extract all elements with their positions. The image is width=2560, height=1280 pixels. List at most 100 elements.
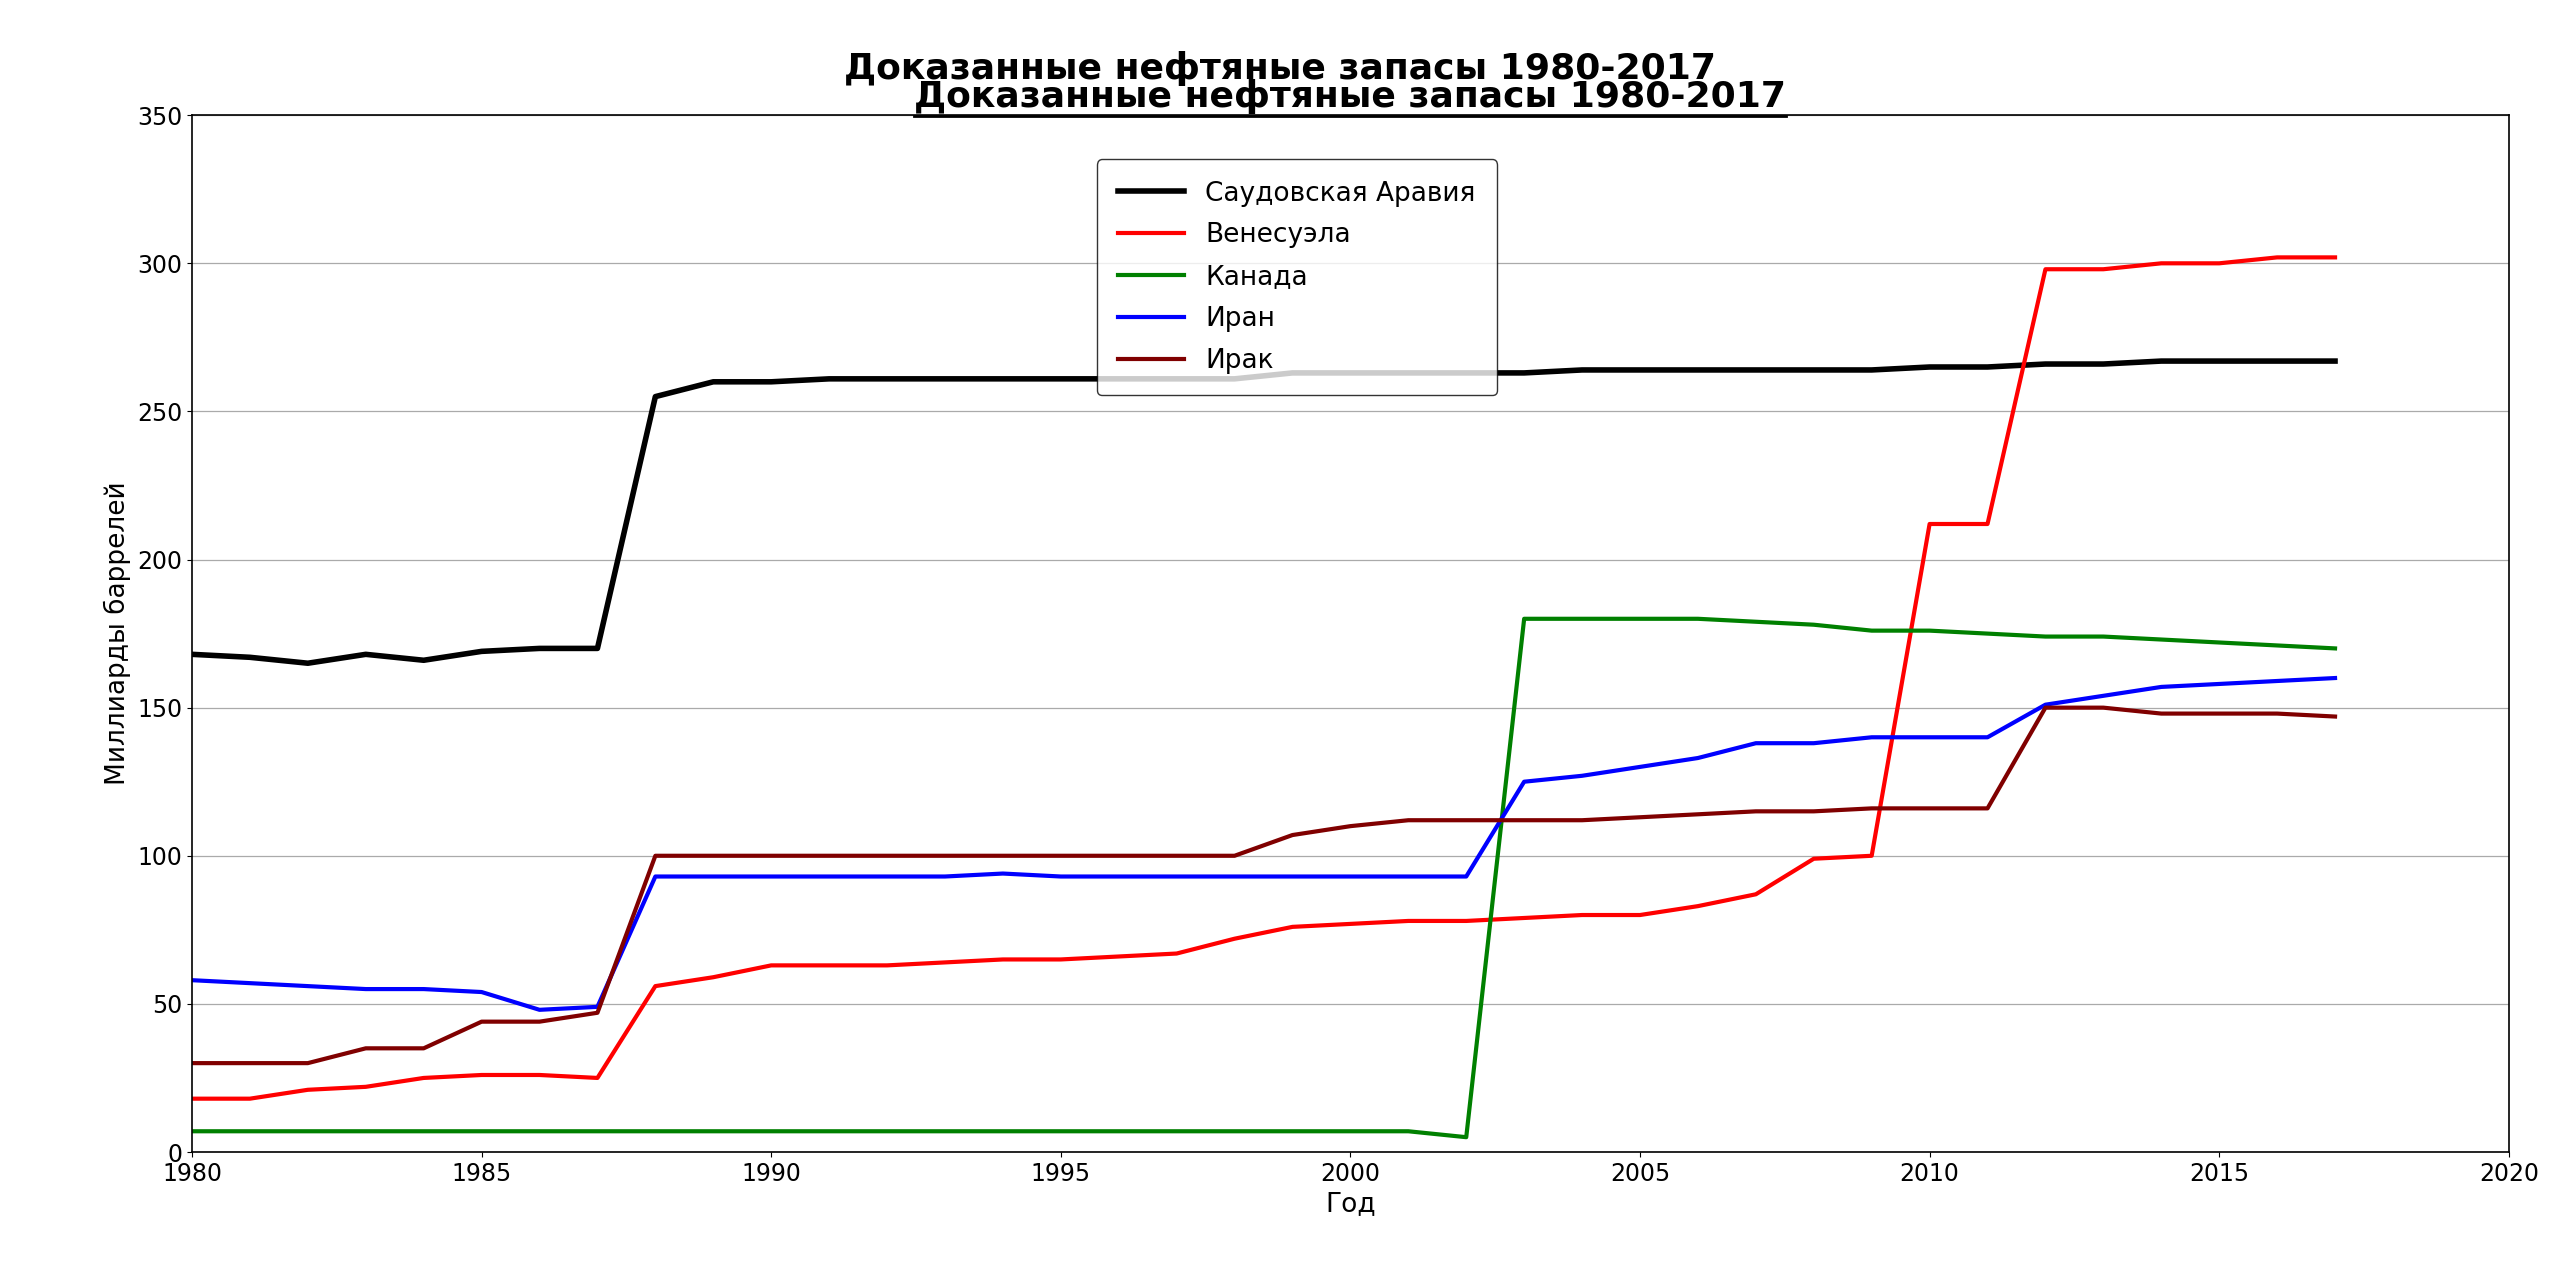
Венесуэла (2145, 256, 2176, 271)
Саудовская Аравия (581, 641, 612, 657)
Венесуэла (1393, 913, 1423, 928)
Венесуэла (1277, 919, 1308, 934)
Ирак (1044, 849, 1075, 864)
Венесуэла (1800, 851, 1830, 867)
Канада (1452, 1129, 1482, 1144)
Канада (1162, 1124, 1193, 1139)
Иран (1800, 736, 1830, 751)
Канада (236, 1124, 266, 1139)
Line: Иран: Иран (192, 678, 2335, 1010)
X-axis label: Год: Год (1326, 1192, 1375, 1217)
Ирак (2030, 700, 2061, 716)
Венесуэла (1856, 849, 1887, 864)
Иран (2263, 673, 2294, 689)
Иран (640, 869, 671, 884)
Венесуэла (2263, 250, 2294, 265)
Саудовская Аравия (292, 655, 323, 671)
Венесуэла (2089, 261, 2120, 276)
Канада (292, 1124, 323, 1139)
Ирак (466, 1014, 497, 1029)
Венесуэла (1626, 908, 1656, 923)
Иран (988, 865, 1019, 881)
Саудовская Аравия (1682, 362, 1713, 378)
Саудовская Аравия (699, 374, 730, 389)
Венесуэла (351, 1079, 381, 1094)
Саудовская Аравия (1971, 360, 2002, 375)
Ирак (1277, 827, 1308, 842)
Ирак (292, 1056, 323, 1071)
Legend: Саудовская Аравия, Венесуэла, Канада, Иран, Ирак: Саудовская Аравия, Венесуэла, Канада, Ир… (1098, 160, 1498, 396)
Саудовская Аравия (1800, 362, 1830, 378)
Иран (1277, 869, 1308, 884)
Венесуэла (1044, 952, 1075, 968)
Ирак (1626, 809, 1656, 824)
Ирак (581, 1005, 612, 1020)
Венесуэла (1508, 910, 1539, 925)
Ирак (2145, 705, 2176, 721)
Саудовская Аравия (1741, 362, 1772, 378)
Ирак (640, 849, 671, 864)
Канада (1971, 626, 2002, 641)
Венесуэла (236, 1091, 266, 1106)
Венесуэла (1682, 899, 1713, 914)
Ирак (988, 849, 1019, 864)
Иран (2089, 689, 2120, 704)
Саудовская Аравия (2263, 353, 2294, 369)
Канада (699, 1124, 730, 1139)
Саудовская Аравия (2089, 356, 2120, 371)
Канада (755, 1124, 786, 1139)
Иран (525, 1002, 556, 1018)
Иран (410, 982, 440, 997)
Иран (1508, 774, 1539, 790)
Line: Венесуэла: Венесуэла (192, 257, 2335, 1098)
Саудовская Аравия (525, 641, 556, 657)
Венесуэла (2319, 250, 2350, 265)
Канада (1277, 1124, 1308, 1139)
Саудовская Аравия (236, 650, 266, 666)
Ирак (873, 849, 904, 864)
Саудовская Аравия (640, 389, 671, 404)
Иран (755, 869, 786, 884)
Канада (2145, 632, 2176, 648)
Канада (1393, 1124, 1423, 1139)
Ирак (1567, 813, 1597, 828)
Канада (2030, 628, 2061, 644)
Канада (581, 1124, 612, 1139)
Иран (1741, 736, 1772, 751)
Канада (1336, 1124, 1367, 1139)
Иран (2319, 671, 2350, 686)
Ирак (929, 849, 960, 864)
Line: Канада: Канада (192, 618, 2335, 1137)
Саудовская Аравия (1452, 365, 1482, 380)
Саудовская Аравия (1162, 371, 1193, 387)
Саудовская Аравия (177, 646, 207, 662)
Венесуэла (929, 955, 960, 970)
Саудовская Аравия (1336, 365, 1367, 380)
Канада (1567, 611, 1597, 626)
Ирак (1800, 804, 1830, 819)
Ирак (1682, 806, 1713, 822)
Саудовская Аравия (466, 644, 497, 659)
Саудовская Аравия (1856, 362, 1887, 378)
Саудовская Аравия (1567, 362, 1597, 378)
Саудовская Аравия (1393, 365, 1423, 380)
Саудовская Аравия (1103, 371, 1134, 387)
Ирак (1508, 813, 1539, 828)
Ирак (1336, 818, 1367, 833)
Ирак (814, 849, 845, 864)
Иран (1971, 730, 2002, 745)
Иран (814, 869, 845, 884)
Ирак (351, 1041, 381, 1056)
Венесуэла (466, 1068, 497, 1083)
Канада (1800, 617, 1830, 632)
Венесуэла (1971, 516, 2002, 531)
Канада (929, 1124, 960, 1139)
Венесуэла (1162, 946, 1193, 961)
Ирак (1452, 813, 1482, 828)
Иран (1103, 869, 1134, 884)
Иран (2030, 698, 2061, 713)
Канада (1626, 611, 1656, 626)
Саудовская Аравия (988, 371, 1019, 387)
Саудовская Аравия (1219, 371, 1249, 387)
Ирак (1393, 813, 1423, 828)
